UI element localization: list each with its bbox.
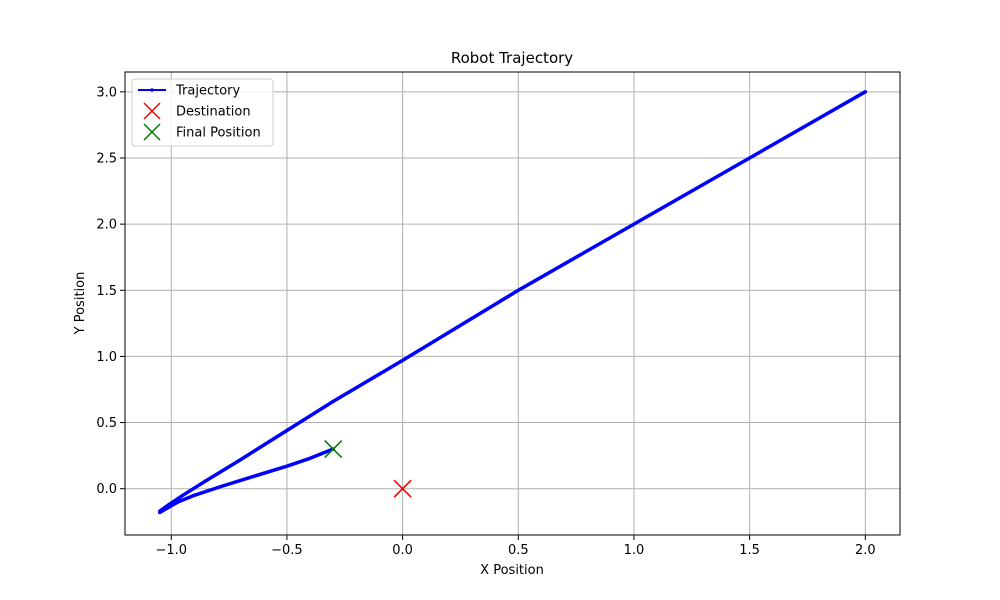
legend-swatch-trajectory-dot — [150, 88, 154, 92]
legend-swatch-final-position — [143, 123, 161, 141]
legend-label-trajectory: Trajectory — [175, 84, 240, 99]
x-tick-label: 1.5 — [739, 543, 760, 558]
chart-title: Robot Trajectory — [451, 49, 573, 67]
plot-series — [157, 90, 868, 515]
y-tick-label: 3.0 — [96, 85, 117, 100]
destination-marker — [393, 479, 412, 498]
y-axis-label: Y Position — [73, 272, 88, 336]
y-tick-label: 2.0 — [96, 218, 117, 233]
y-tick-label: 0.5 — [96, 416, 117, 431]
legend-label-destination: Destination — [176, 105, 251, 120]
y-tick-label: 1.5 — [96, 284, 117, 299]
legend-swatch-destination-stroke-b — [143, 102, 161, 120]
legend-box — [131, 78, 274, 147]
x-axis-label: X Position — [480, 563, 544, 578]
plot-frame — [124, 71, 901, 536]
final-position-marker — [324, 439, 343, 459]
legend: Trajectory Destination Final Position — [131, 78, 274, 147]
x-tick-label: 0.5 — [508, 543, 529, 558]
x-tick-label: −0.5 — [271, 543, 303, 558]
legend-label-final-position: Final Position — [176, 126, 261, 141]
x-tick-label: 0.0 — [392, 543, 413, 558]
axis-ticks: −1.0 −0.5 0.0 0.5 1.0 1.5 2.0 0.0 0.5 1.0 1.5 2.0 2.… — [96, 85, 875, 558]
y-tick-label: 1.0 — [96, 350, 117, 365]
x-tick-label: −1.0 — [155, 543, 187, 558]
final-position-marker-stroke-b — [324, 439, 343, 459]
grid — [125, 72, 900, 535]
trajectory-line — [157, 90, 868, 515]
x-tick-label: 1.0 — [624, 543, 645, 558]
legend-swatch-destination — [143, 102, 161, 120]
destination-marker-stroke-b — [393, 479, 412, 498]
y-tick-label: 2.5 — [96, 151, 117, 166]
legend-swatch-final-position-stroke-b — [143, 123, 161, 141]
x-tick-label: 2.0 — [855, 543, 876, 558]
y-tick-label: 0.0 — [96, 482, 117, 497]
